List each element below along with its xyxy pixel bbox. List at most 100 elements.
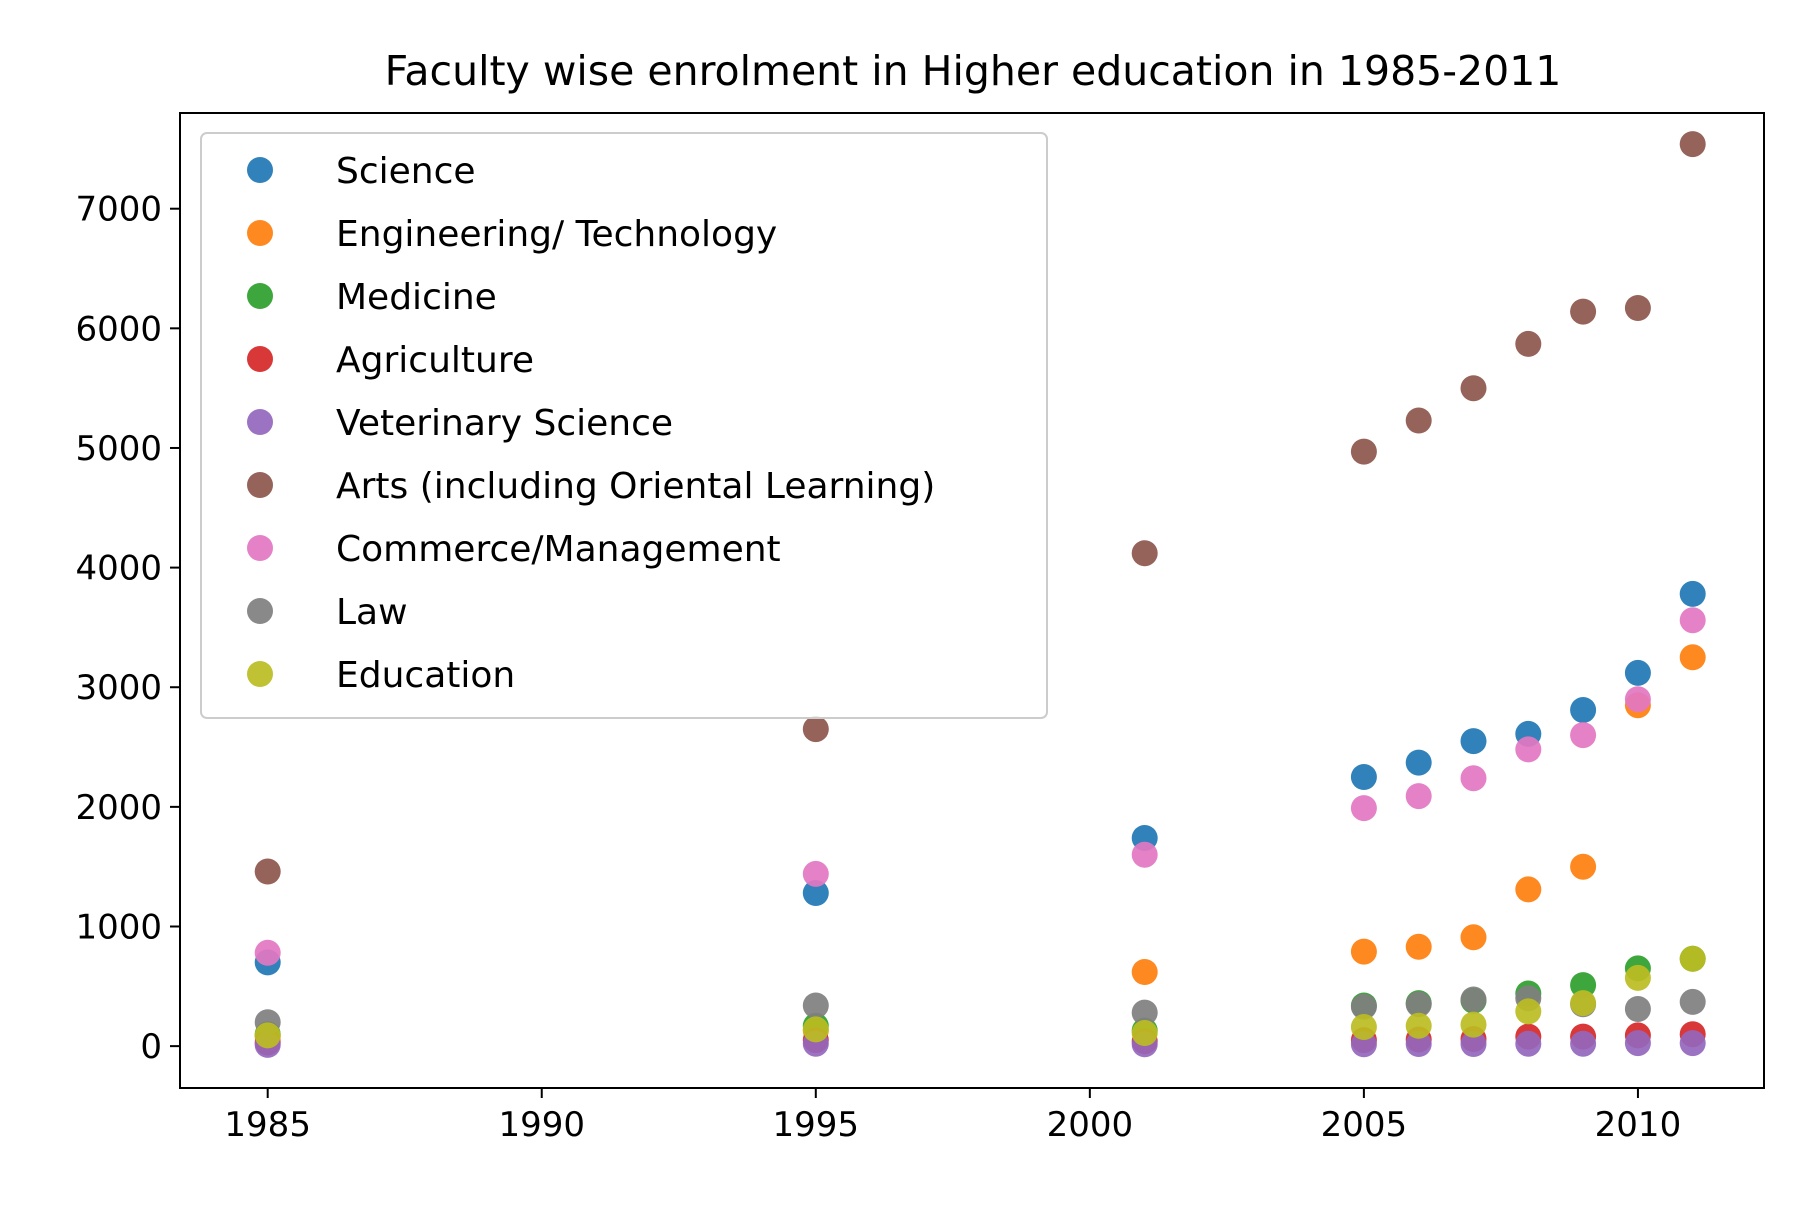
data-point (802, 880, 829, 906)
x-axis: 1985 1990 1995 2000 2005 2010 (224, 1088, 1681, 1145)
points-layer (254, 131, 1706, 1058)
data-point (254, 939, 281, 966)
legend-label: Engineering/ Technology (336, 214, 777, 255)
legend-marker (247, 283, 273, 309)
series-group (254, 1021, 1706, 1056)
y-tick-label: 6000 (75, 309, 162, 349)
data-point (1131, 1020, 1158, 1046)
data-point (1131, 540, 1158, 567)
series-group (254, 1030, 1706, 1058)
data-point (1460, 924, 1487, 951)
y-tick-label: 5000 (75, 429, 162, 469)
data-point (1405, 407, 1432, 434)
data-point (1460, 728, 1487, 755)
data-point (1350, 1014, 1377, 1040)
data-point (1570, 722, 1597, 749)
data-point (1679, 988, 1706, 1015)
x-tick-label: 1990 (498, 1105, 585, 1145)
data-point (254, 858, 281, 885)
data-point (1405, 749, 1432, 776)
x-tick-label: 1995 (773, 1105, 860, 1145)
legend-label: Medicine (336, 277, 497, 318)
plot-area-frame (179, 112, 1765, 1089)
data-point (1405, 783, 1432, 810)
legend-marker (247, 661, 273, 687)
data-point (1131, 959, 1158, 985)
data-point (1515, 736, 1542, 763)
data-point (802, 716, 829, 743)
y-tick-label: 1000 (75, 907, 162, 947)
series-group (254, 945, 1706, 1048)
data-point (1460, 765, 1487, 792)
data-point (1460, 1011, 1487, 1038)
series-group (254, 945, 1706, 1049)
y-tick-label: 4000 (75, 549, 162, 589)
y-tick-label: 0 (140, 1027, 162, 1067)
data-point (1405, 1031, 1432, 1057)
series-group (254, 131, 1706, 885)
data-point (1515, 330, 1542, 357)
legend-marker (247, 346, 273, 372)
data-point (1350, 993, 1377, 1020)
x-tick-label: 2005 (1321, 1105, 1408, 1145)
data-point (1350, 938, 1377, 965)
legend-marker (247, 157, 273, 183)
data-point (1515, 998, 1542, 1025)
y-tick-label: 2000 (75, 788, 162, 828)
data-point (1624, 964, 1651, 991)
chart-title: Faculty wise enrolment in Higher educati… (385, 47, 1562, 95)
data-point (1570, 1030, 1597, 1057)
y-tick-label: 7000 (75, 190, 162, 230)
data-point (1570, 298, 1597, 325)
data-point (1679, 580, 1706, 607)
data-point (802, 992, 829, 1019)
y-tick-label: 3000 (75, 668, 162, 708)
legend-box (200, 132, 1048, 719)
legend-marker (247, 535, 273, 561)
data-point (1624, 1030, 1651, 1057)
data-point (1515, 1030, 1542, 1057)
data-point (1460, 986, 1487, 1013)
series-group (254, 607, 1706, 966)
x-tick-label: 2000 (1047, 1105, 1134, 1145)
data-point (1570, 853, 1597, 880)
x-tick-label: 2010 (1595, 1105, 1682, 1145)
data-point (802, 1016, 829, 1043)
data-point (802, 860, 829, 887)
data-point (1679, 945, 1706, 972)
data-point (1624, 686, 1651, 713)
y-axis: 0 1000 2000 3000 4000 5000 6000 7000 (75, 190, 180, 1067)
legend-label: Agriculture (336, 340, 534, 381)
legend-marker (247, 598, 273, 624)
legend-label: Education (336, 655, 515, 696)
data-point (1131, 841, 1158, 868)
x-tick-label: 1985 (224, 1105, 311, 1145)
data-point (1405, 991, 1432, 1018)
data-point (1405, 933, 1432, 960)
data-point (1570, 990, 1597, 1017)
data-point (1679, 1030, 1706, 1057)
data-point (1350, 795, 1377, 822)
data-point (1679, 607, 1706, 634)
data-point (1624, 295, 1651, 321)
data-point (1460, 1031, 1487, 1057)
data-point (1679, 644, 1706, 671)
legend-label: Arts (including Oriental Learning) (336, 466, 935, 507)
legend-label: Science (336, 151, 476, 192)
data-point (1515, 876, 1542, 903)
series-group (254, 985, 1706, 1036)
data-point (1679, 131, 1706, 158)
data-point (1131, 999, 1158, 1026)
legend-label: Veterinary Science (336, 403, 673, 444)
data-point (1350, 438, 1377, 465)
legend-marker (247, 472, 273, 498)
data-point (1350, 764, 1377, 790)
data-point (1570, 972, 1597, 999)
data-point (1405, 1012, 1432, 1039)
data-point (1460, 375, 1487, 402)
legend-marker (247, 220, 273, 246)
data-point (1624, 996, 1651, 1022)
legend-marker (247, 409, 273, 435)
